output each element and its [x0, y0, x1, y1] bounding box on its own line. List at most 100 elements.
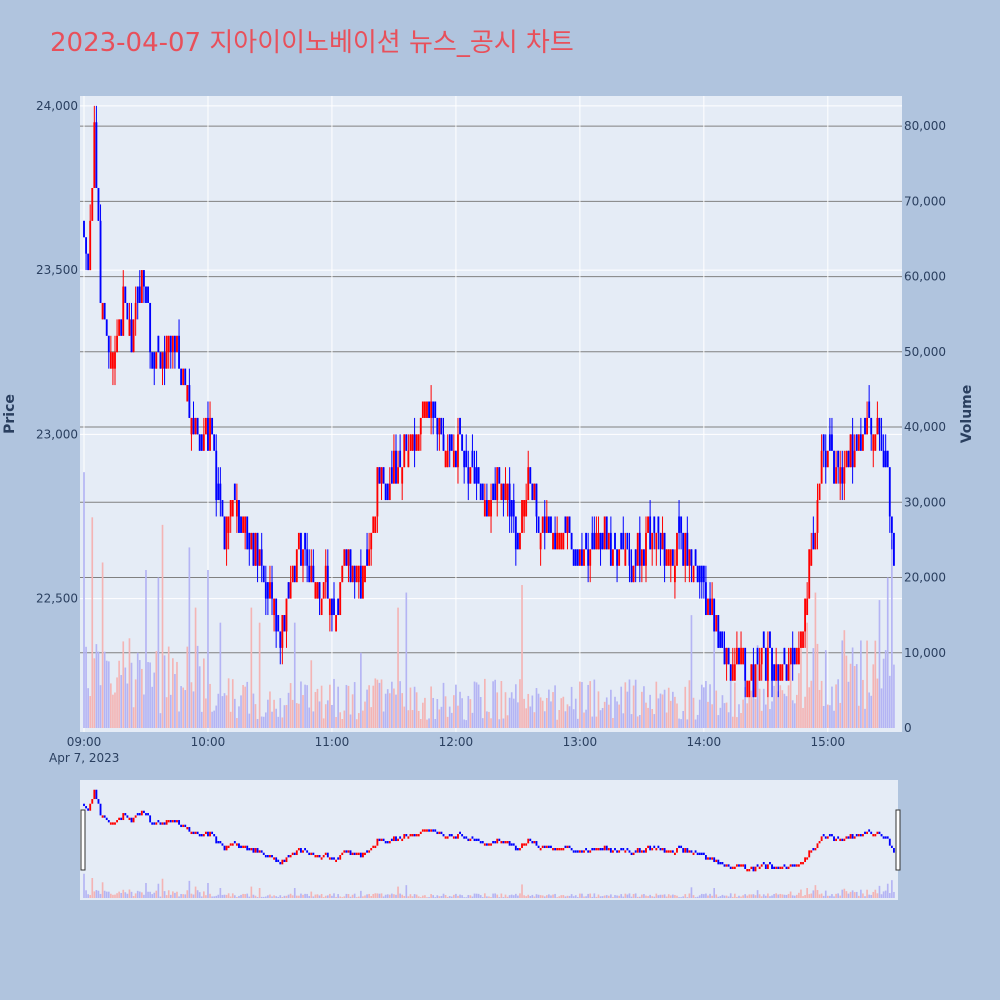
mini-volume-bar: [188, 880, 191, 898]
volume-bar: [130, 662, 133, 728]
mini-candle: [738, 864, 740, 867]
mini-volume-bar: [205, 895, 207, 898]
candle-body: [186, 385, 189, 402]
mini-volume-bar: [849, 891, 852, 898]
mini-volume-bar: [515, 893, 517, 898]
mini-candle: [880, 834, 883, 837]
candle-body: [169, 335, 172, 353]
volume-bar: [653, 714, 656, 728]
volume-bar: [229, 711, 232, 728]
candle-body: [266, 582, 269, 599]
volume-bar: [665, 712, 668, 728]
time-tick-label: 09:00: [67, 735, 102, 749]
mini-candle: [151, 822, 154, 825]
volume-bar: [277, 716, 280, 728]
volume-bar: [521, 585, 523, 728]
price-candles: [83, 105, 895, 698]
mini-candle: [649, 845, 652, 851]
candle-body: [200, 434, 203, 451]
volume-bar: [506, 715, 509, 728]
volume-bar: [738, 704, 740, 728]
mini-volume-bar: [279, 895, 282, 898]
volume-bar: [804, 696, 806, 728]
volume-bar: [362, 710, 364, 728]
volume-bar: [773, 685, 775, 728]
candle-body: [510, 500, 513, 517]
volume-bar: [457, 705, 459, 728]
mini-volume-bar: [479, 895, 482, 898]
mini-candle: [446, 836, 449, 839]
volume-bar: [560, 698, 563, 728]
mini-volume-bar: [696, 896, 699, 898]
candle-body: [277, 615, 280, 632]
mini-volume-bar: [380, 893, 383, 898]
mini-volume-bar: [715, 894, 718, 898]
volume-bar: [186, 646, 189, 728]
mini-volume-bar: [382, 896, 385, 898]
range-slider-left-handle[interactable]: [80, 809, 86, 871]
mini-volume-bar: [705, 893, 707, 898]
mini-candle: [132, 817, 135, 823]
mini-volume-bar: [682, 896, 685, 898]
mini-volume-bar: [360, 890, 362, 898]
mini-volume-bar: [636, 896, 639, 898]
volume-bar: [736, 717, 738, 728]
mini-candle: [488, 843, 490, 846]
candle-body: [326, 565, 329, 599]
mini-candle: [576, 850, 579, 853]
mini-candle: [822, 834, 825, 837]
range-slider[interactable]: [80, 780, 898, 900]
candle-body: [587, 549, 590, 566]
volume-bar: [467, 695, 470, 728]
mini-candle: [85, 806, 87, 809]
mini-candle: [709, 857, 711, 860]
candle-body: [99, 220, 102, 303]
mini-volume-bar: [182, 894, 185, 898]
mini-candle: [407, 836, 410, 839]
candle-body: [684, 532, 687, 566]
volume-bar: [97, 651, 100, 728]
candle-body: [609, 532, 612, 566]
mini-candle: [806, 857, 809, 860]
mini-candle: [357, 852, 360, 856]
volume-bar: [490, 718, 492, 728]
volume-bar: [798, 673, 800, 728]
volume-bar: [136, 652, 139, 728]
mini-candle: [686, 848, 689, 853]
mini-candle: [742, 864, 745, 867]
volume-bar: [849, 663, 852, 728]
candle-body: [271, 582, 273, 599]
candle-body: [893, 532, 895, 566]
mini-volume-bar: [196, 890, 199, 898]
volume-bar: [597, 691, 600, 728]
mini-volume-bar: [426, 897, 428, 898]
volume-bar: [436, 699, 439, 728]
mini-volume-bar: [765, 895, 767, 898]
mini-candle: [386, 841, 389, 844]
mini-volume-bar: [769, 896, 771, 898]
mini-volume-bar: [750, 894, 753, 898]
candle-body: [804, 598, 807, 632]
candle-body: [124, 286, 127, 303]
mini-volume-bar: [744, 894, 746, 898]
mini-candle: [250, 848, 253, 851]
mini-candle: [401, 838, 404, 842]
candle-body: [785, 664, 788, 681]
mini-candle: [351, 852, 354, 856]
volume-bar: [285, 704, 288, 728]
volume-bar: [707, 701, 709, 728]
volume-bar: [618, 704, 620, 728]
mini-volume-bar: [603, 895, 606, 898]
volume-bar: [545, 698, 548, 728]
mini-candle: [574, 850, 577, 853]
volume-tick-label: 30,000: [904, 495, 946, 509]
volume-bar: [705, 680, 707, 728]
volume-bar: [248, 713, 251, 728]
candle-body: [463, 450, 466, 468]
mini-volume-bar: [252, 894, 255, 898]
volume-bar: [748, 690, 751, 728]
range-slider-right-handle[interactable]: [895, 809, 901, 871]
mini-candle: [735, 864, 738, 867]
mini-candle: [147, 813, 149, 816]
mini-volume-bar: [891, 880, 893, 898]
